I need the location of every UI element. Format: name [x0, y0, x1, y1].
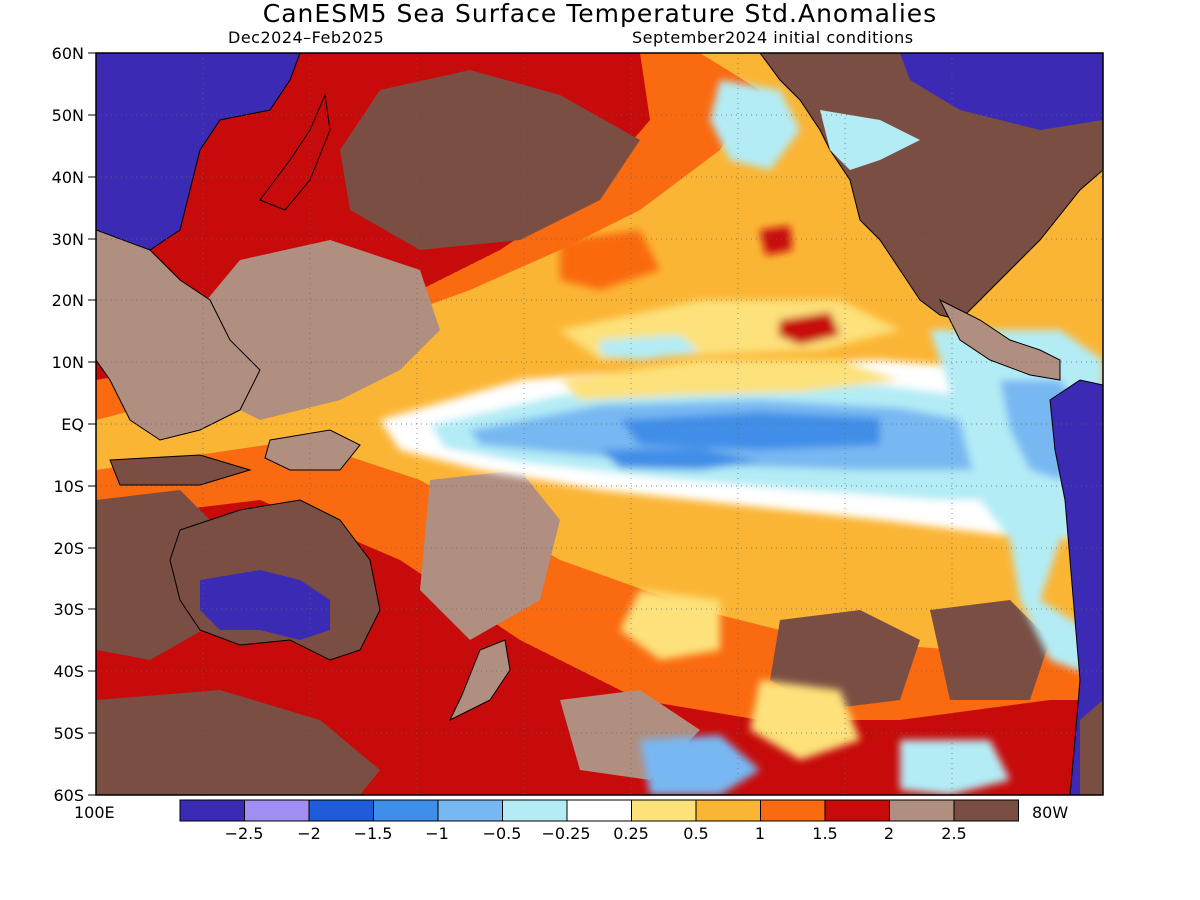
legend-label: 0.25 — [613, 824, 649, 843]
lat-label: 40S — [53, 662, 84, 681]
map-title: CanESM5 Sea Surface Temperature Std.Anom… — [262, 0, 938, 28]
land-masses — [96, 53, 1103, 795]
map-grid — [96, 53, 1103, 795]
lat-label: 30N — [52, 230, 84, 249]
legend-color-box — [824, 799, 890, 822]
map-area — [96, 53, 1103, 795]
legend-label: 0.5 — [683, 824, 708, 843]
lon-label-right: 80W — [1032, 803, 1068, 822]
initial-conditions: September2024 initial conditions — [632, 28, 914, 47]
legend-color-box — [631, 799, 697, 822]
lat-label: 40N — [52, 168, 84, 187]
lat-label: 50N — [52, 106, 84, 125]
color-legend: −2.5 −2 −1.5 −1 −0.5 −0.25 0.25 0.5 1 1.… — [179, 799, 1019, 843]
legend-label: −1.5 — [354, 824, 393, 843]
south-america-landmass — [1049, 379, 1103, 795]
legend-label: 2 — [884, 824, 894, 843]
legend-color-box — [695, 799, 761, 822]
lat-label: 30S — [53, 600, 84, 619]
lat-label: 50S — [53, 724, 84, 743]
legend-label: −0.5 — [483, 824, 522, 843]
legend-color-box — [437, 799, 503, 822]
legend-label: 1 — [755, 824, 765, 843]
legend-label: −2.5 — [225, 824, 264, 843]
legend-label: 1.5 — [812, 824, 837, 843]
lat-label: EQ — [61, 415, 84, 434]
legend-color-box — [373, 799, 439, 822]
legend-boxes — [179, 799, 1019, 822]
lat-label: 20S — [53, 539, 84, 558]
lat-label: 60S — [53, 786, 84, 805]
legend-label: −0.25 — [541, 824, 590, 843]
legend-color-box — [760, 799, 826, 822]
lon-label-left: 100E — [74, 803, 115, 822]
lat-ticks — [88, 52, 96, 796]
lat-label: 60N — [52, 44, 84, 63]
legend-color-box — [179, 799, 245, 822]
legend-labels: −2.5 −2 −1.5 −1 −0.5 −0.25 0.25 0.5 1 1.… — [225, 824, 967, 843]
lat-label: 20N — [52, 291, 84, 310]
legend-color-box — [244, 799, 310, 822]
lat-label: 10N — [52, 353, 84, 372]
legend-color-box — [889, 799, 955, 822]
lat-label: 10S — [53, 477, 84, 496]
legend-color-box — [308, 799, 374, 822]
lat-labels: 60N 50N 40N 30N 20N 10N EQ 10S 20S 30S 4… — [52, 44, 84, 805]
legend-label: −1 — [425, 824, 449, 843]
forecast-period: Dec2024–Feb2025 — [228, 28, 385, 47]
legend-label: 2.5 — [941, 824, 966, 843]
legend-color-box — [566, 799, 632, 822]
legend-color-box — [953, 799, 1019, 822]
legend-color-box — [502, 799, 568, 822]
legend-label: −2 — [297, 824, 321, 843]
